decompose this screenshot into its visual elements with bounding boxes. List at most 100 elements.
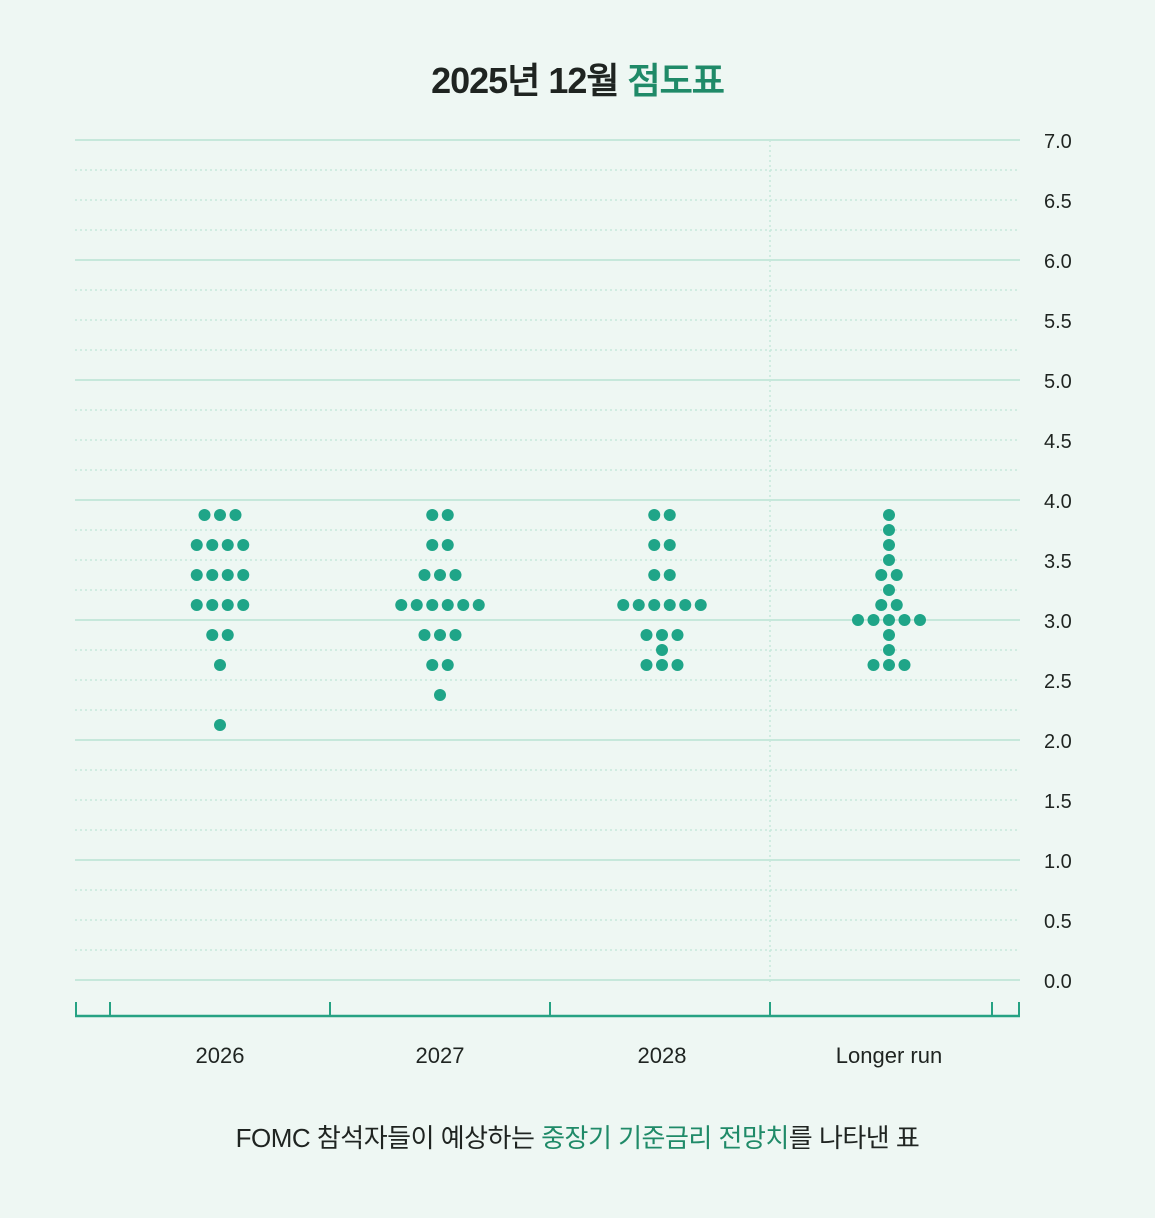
dot-point <box>441 599 454 611</box>
x-tick-label: Longer run <box>836 1043 942 1068</box>
dot-point <box>214 659 226 671</box>
dot-point <box>648 599 661 611</box>
dot-point <box>410 599 423 611</box>
dot-point <box>883 629 895 641</box>
dot-point <box>190 539 203 551</box>
dot-point <box>663 569 676 581</box>
y-tick-label: 6.0 <box>1044 251 1072 273</box>
y-tick-label: 5.5 <box>1044 311 1072 333</box>
dot-point <box>883 659 895 671</box>
title-prefix: 2025년 12월 <box>431 60 619 101</box>
dot-point <box>441 659 454 671</box>
caption-highlight: 중장기 기준금리 전망치 <box>541 1123 789 1153</box>
dot-point <box>190 569 203 581</box>
dot-point <box>426 599 439 611</box>
y-tick-label: 3.0 <box>1044 611 1072 633</box>
dot-point <box>449 629 462 641</box>
dot-point <box>229 509 242 521</box>
y-axis-ticks: 7.0 6.5 6.0 5.5 5.0 4.5 4.0 3.5 3.0 2.5 2.0 1.5 1.0 0… <box>1044 131 1072 993</box>
dot-point <box>883 584 895 596</box>
dot-point <box>426 539 439 551</box>
dot-point <box>890 569 903 581</box>
dot-point <box>206 569 219 581</box>
x-axis: 2026 2027 2028 Longer run <box>75 1002 1020 1068</box>
dot-point <box>206 629 219 641</box>
grid-lines <box>75 139 1020 981</box>
dot-point <box>656 629 668 641</box>
dot-point <box>214 719 226 731</box>
y-tick-label: 1.0 <box>1044 851 1072 873</box>
dot-point <box>671 629 684 641</box>
dot-point <box>883 614 895 626</box>
dot-point <box>671 659 684 671</box>
caption-before: FOMC 참석자들이 예상하는 <box>235 1123 535 1153</box>
dot-point <box>190 599 203 611</box>
dot-point <box>663 539 676 551</box>
dot-point <box>206 539 219 551</box>
y-tick-label: 5.0 <box>1044 371 1072 393</box>
dot-point <box>648 509 661 521</box>
dot-point <box>221 539 234 551</box>
dot-point <box>648 569 661 581</box>
dot-point <box>694 599 707 611</box>
dots-layer <box>190 509 926 731</box>
dot-point <box>237 599 250 611</box>
dot-point <box>867 659 880 671</box>
dot-point <box>883 644 895 656</box>
chart-title: 2025년 12월 점도표 <box>0 52 1155 104</box>
dot-point <box>221 569 234 581</box>
dot-point <box>883 554 895 566</box>
dot-point <box>875 569 888 581</box>
dot-point <box>875 599 888 611</box>
dot-point <box>632 599 645 611</box>
y-tick-label: 4.0 <box>1044 491 1072 513</box>
dot-point <box>648 539 661 551</box>
y-tick-label: 6.5 <box>1044 191 1072 213</box>
dot-point <box>656 659 668 671</box>
dot-point <box>237 569 250 581</box>
caption-after: 를 나타낸 표 <box>788 1123 920 1153</box>
dot-point <box>890 599 903 611</box>
dot-point <box>441 539 454 551</box>
dot-point <box>883 524 895 536</box>
dot-point <box>426 659 439 671</box>
dot-point <box>867 614 880 626</box>
dot-point <box>663 599 676 611</box>
dot-point <box>426 509 439 521</box>
dot-point <box>640 659 653 671</box>
dot-point <box>418 569 431 581</box>
dot-point <box>441 509 454 521</box>
dot-point <box>883 509 895 521</box>
y-tick-label: 7.0 <box>1044 131 1072 153</box>
dot-point <box>237 539 250 551</box>
x-tick-label: 2026 <box>196 1043 245 1068</box>
y-tick-label: 2.0 <box>1044 731 1072 753</box>
dot-point <box>898 614 911 626</box>
dot-point <box>914 614 926 626</box>
dot-plot-chart: 7.0 6.5 6.0 5.5 5.0 4.5 4.0 3.5 3.0 2.5 2.0 1.5 1.0 0… <box>75 131 1072 1068</box>
dot-point <box>656 644 668 656</box>
y-tick-label: 3.5 <box>1044 551 1072 573</box>
dot-point <box>434 689 446 701</box>
dot-point <box>679 599 692 611</box>
y-tick-label: 1.5 <box>1044 791 1072 813</box>
title-highlight: 점도표 <box>627 60 725 101</box>
dot-point <box>852 614 864 626</box>
y-tick-label: 0.0 <box>1044 971 1072 993</box>
dot-point <box>221 599 234 611</box>
x-tick-label: 2028 <box>638 1043 687 1068</box>
dot-point <box>883 539 895 551</box>
dot-point <box>418 629 431 641</box>
dot-point <box>663 509 676 521</box>
dot-point <box>457 599 470 611</box>
x-tick-label: 2027 <box>416 1043 465 1068</box>
dot-point <box>449 569 462 581</box>
y-tick-label: 2.5 <box>1044 671 1072 693</box>
dot-point <box>434 629 446 641</box>
dot-point <box>434 569 446 581</box>
dot-point <box>472 599 485 611</box>
dot-point <box>640 629 653 641</box>
dot-point <box>395 599 408 611</box>
y-tick-label: 0.5 <box>1044 911 1072 933</box>
dot-point <box>898 659 911 671</box>
